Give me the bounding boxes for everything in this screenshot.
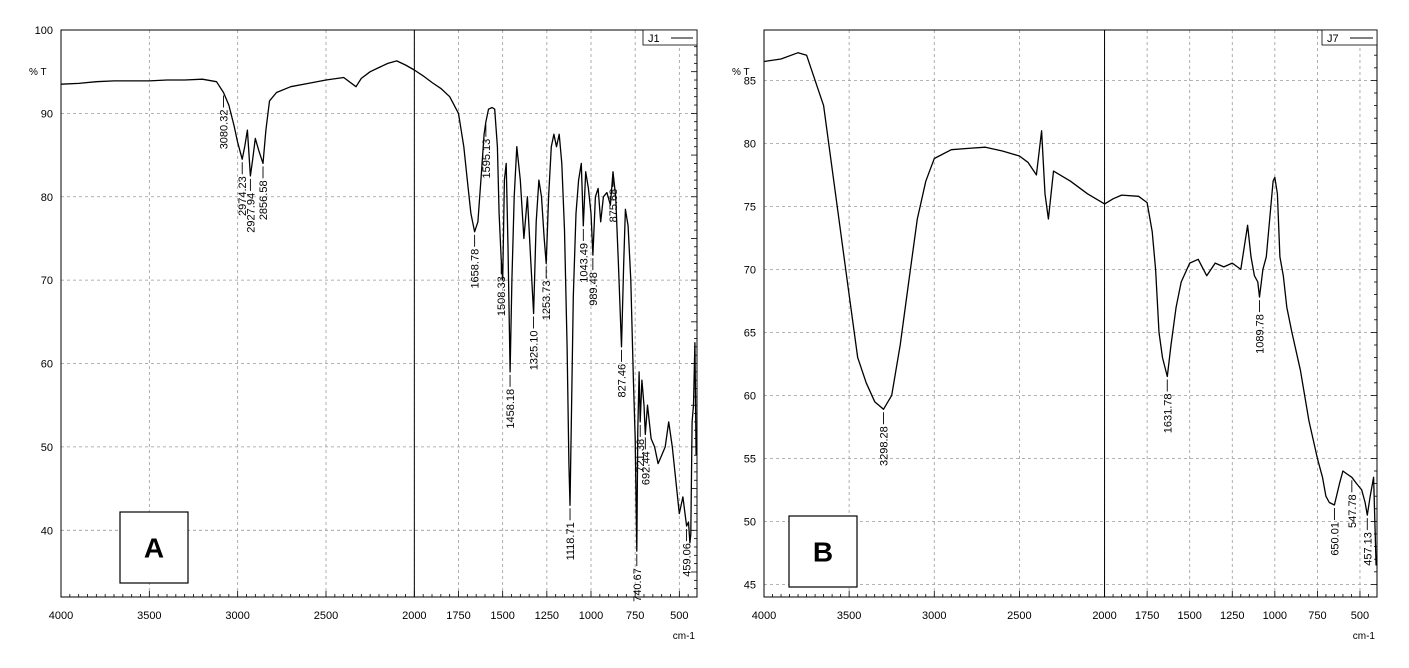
panel-a-y-tick-label: 80 [41,192,53,204]
panel-b-peak-label: 1089.78 [1255,314,1267,354]
panel-a-y-tick-label: 90 [41,108,53,120]
panel-b-letter-box [788,515,858,588]
panel-b-legend: J7 [1321,29,1378,46]
panel-b-y-tick-label: 80 [744,138,756,150]
panel-b-peak-label: 1631.78 [1162,394,1174,434]
panel-a-peak-label: 827.46 [616,364,628,398]
panel-b-legend-label: J7 [1327,33,1339,45]
panel-a-y-tick-label: 100 [35,25,53,37]
panel-b-y-tick-label: 55 [744,453,756,465]
panel-b-x-tick-label: 4000 [752,610,776,622]
panel-b-x-tick-label: 750 [1308,610,1326,622]
panel-b-x-tick-label: 1000 [1263,610,1287,622]
panel-b-x-tick-label: 1750 [1135,610,1159,622]
panel-a-legend: J1 [642,29,698,46]
panel-b-y-tick-label: 60 [744,390,756,402]
panel-a-peak-label: 1253.73 [541,280,553,320]
panel-a-peak-label: 1508.33 [496,276,508,316]
panel-a-peak-label: 692.44 [640,451,652,485]
panel-a-peak-label: 1658.78 [470,249,482,289]
panel-b-x-tick-label: 1500 [1177,610,1201,622]
panel-b-chart: 4000 3500 3000 2500 2000 1750 1500 1250 1000 750 5… [732,29,1378,642]
panel-b-peak-label: 650.01 [1329,522,1341,556]
panel-a-plot-frame [60,29,698,598]
panel-a-peak-label: 459.06 [682,543,694,577]
panel-b-x-tick-label: 1250 [1220,610,1244,622]
panel-a-y-tick-label: 50 [41,442,53,454]
panel-a-peak-label: 2856.58 [258,180,270,220]
panel-a-peak-label: 1458.18 [505,389,517,429]
panel-b-spectrum-line [763,52,1377,566]
panel-a-peak-label: 1325.10 [529,331,541,371]
panel-a-peak-label: 1118.71 [565,522,577,560]
panel-b-peak-label: 457.13 [1362,532,1374,566]
panel-a-x-tick-label: 3000 [225,610,249,622]
panel-a-peak-label: 1595.13 [481,139,493,179]
panel-a-peak-label: 2974.23 [237,176,249,216]
panel-b-x-tick-label: 2000 [1092,610,1116,622]
panel-a-x-tick-label: 1250 [535,610,559,622]
panel-b-letter: B [813,537,833,568]
panel-a-x-axis-label: cm-1 [673,631,696,642]
panel-b-y-tick-label: 70 [744,264,756,276]
panel-a-letter: A [144,533,164,564]
panel-b-x-tick-label: 3000 [922,610,946,622]
panel-a-y-axis-label: % T [29,67,47,78]
panel-b-x-tick-label: 500 [1351,610,1369,622]
panel-b-x-tick-label: 2500 [1007,610,1031,622]
panel-b-y-tick-label: 65 [744,327,756,339]
panel-a-peak-label: 1043.49 [578,243,590,283]
panel-a-letter-box [119,511,189,584]
panel-b-plot-frame [763,29,1378,598]
panel-b-peak-label: 547.78 [1347,494,1359,528]
panel-a-x-tick-label: 1000 [579,610,603,622]
panel-a-x-tick-label: 1750 [446,610,470,622]
panel-a-spectrum-line [60,60,697,552]
panel-b-peak-label: 3298.28 [878,426,890,466]
panel-a-peak-label: 875.68 [608,189,620,223]
panel-a-y-tick-label: 40 [41,525,53,537]
panel-a-x-tick-label: 3500 [137,610,161,622]
panel-a-legend-box [642,29,698,46]
panel-a-peak-label: 721.38 [635,439,647,473]
panel-b-y-axis-label: % T [732,67,750,78]
panel-a-peak-label: 989.48 [588,272,600,306]
panel-a-y-tick-label: 60 [41,359,53,371]
panel-a-chart: 4000 3500 3000 2500 2000 1750 1500 1250 1000 750 5… [29,25,698,642]
panel-a-x-tick-label: 2000 [402,610,426,622]
panel-a-y-tick-label: 70 [41,275,53,287]
panel-a-legend-label: J1 [648,33,660,45]
panel-b-y-tick-label: 50 [744,516,756,528]
panel-a-x-tick-label: 4000 [49,610,73,622]
panel-a-x-tick-label: 750 [626,610,644,622]
panel-b-x-tick-label: 3500 [837,610,861,622]
panel-b-y-tick-label: 75 [744,201,756,213]
panel-a-x-tick-label: 1500 [490,610,514,622]
panel-a-x-tick-label: 2500 [314,610,338,622]
panel-b-x-axis-label: cm-1 [1353,631,1376,642]
panel-a-peak-label: 3080.32 [218,110,230,150]
panel-b-y-tick-label: 85 [744,75,756,87]
panel-b-legend-box [1321,29,1378,46]
panel-a-x-tick-label: 500 [670,610,688,622]
panel-a-peak-label: 740.67 [632,568,644,602]
panel-a-peak-label: 2927.94 [245,193,257,233]
panel-b-y-tick-label: 45 [744,579,756,591]
